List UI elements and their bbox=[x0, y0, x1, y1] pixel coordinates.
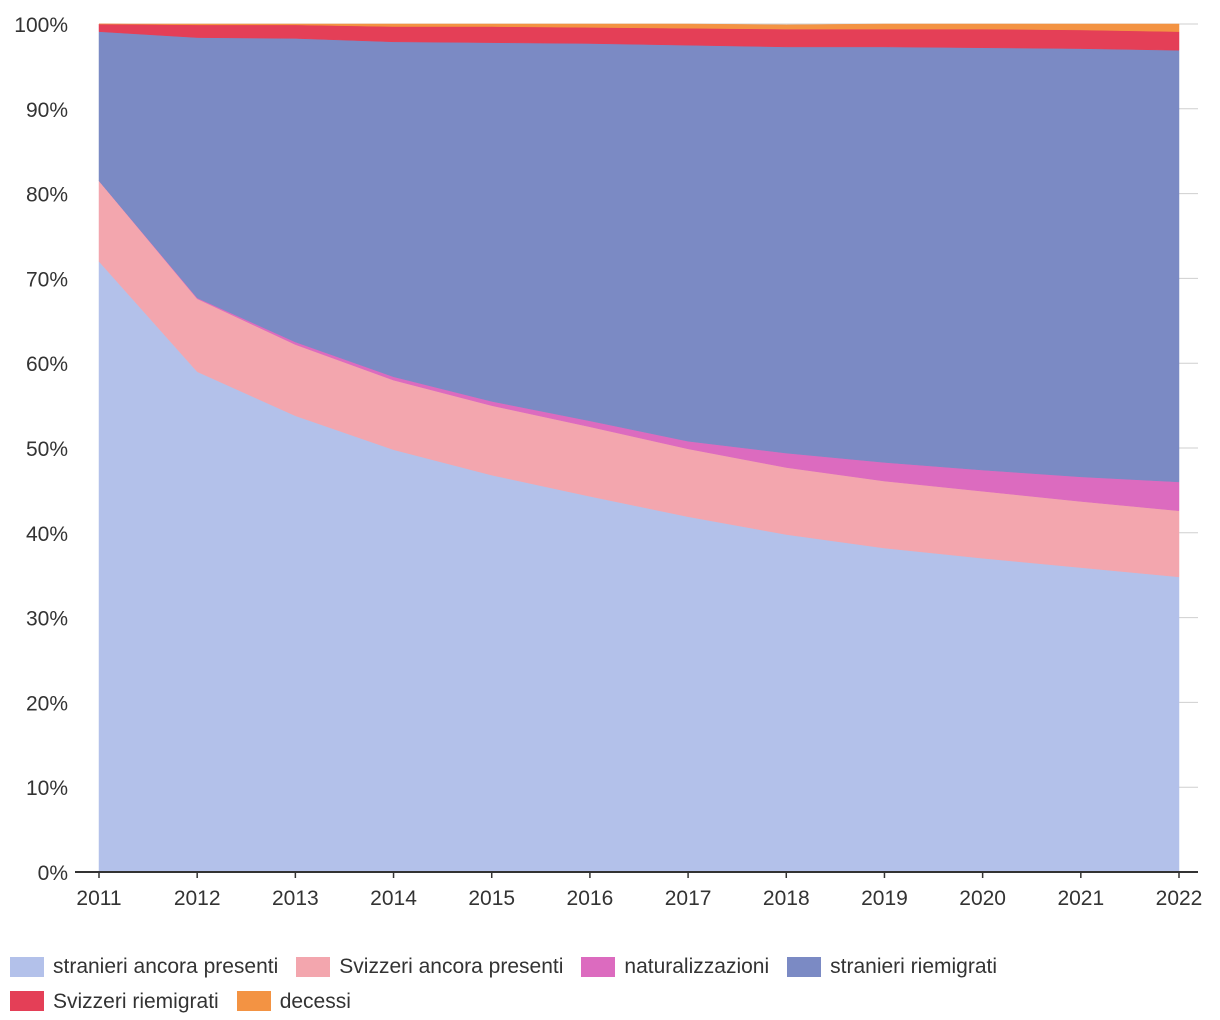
legend-swatch bbox=[236, 991, 271, 1011]
x-tick-label: 2015 bbox=[468, 887, 515, 910]
y-tick-label: 40% bbox=[26, 523, 68, 546]
x-tick-label: 2014 bbox=[370, 887, 417, 910]
x-tick-label: 2011 bbox=[76, 887, 121, 910]
x-tick-label: 2022 bbox=[1156, 887, 1203, 910]
legend-label: stranieri ancora presenti bbox=[53, 955, 279, 978]
legend-swatch bbox=[10, 991, 44, 1011]
legend-swatch bbox=[296, 956, 331, 977]
chart-legend: stranieri ancora presenti Svizzeri ancora… bbox=[10, 951, 1210, 1020]
legend-swatch bbox=[10, 956, 44, 977]
legend-item-0: stranieri ancora presenti bbox=[10, 951, 278, 982]
y-axis-labels: 0% 10% 20% 30% 40% 50% 60% 70% 80% 90% 100% bbox=[14, 14, 68, 885]
y-tick-label: 0% bbox=[38, 862, 68, 885]
x-tick-label: 2016 bbox=[567, 887, 614, 910]
x-tick-label: 2017 bbox=[665, 887, 712, 910]
y-tick-label: 100% bbox=[14, 14, 68, 37]
legend-swatch bbox=[581, 956, 616, 977]
legend-swatch bbox=[787, 956, 822, 977]
y-tick-label: 80% bbox=[26, 184, 68, 207]
x-tick-label: 2021 bbox=[1057, 887, 1104, 910]
legend-item-3: stranieri riemigrati bbox=[787, 951, 997, 982]
x-tick-label: 2012 bbox=[174, 887, 221, 910]
legend-label: decessi bbox=[279, 989, 351, 1013]
legend-item-1: Svizzeri ancora presenti bbox=[296, 951, 563, 982]
series-areas bbox=[98, 23, 1180, 873]
y-tick-label: 70% bbox=[26, 268, 68, 291]
x-tick-label: 2020 bbox=[959, 887, 1006, 910]
legend-item-4: Svizzeri riemigrati bbox=[10, 986, 219, 1017]
y-tick-label: 30% bbox=[26, 608, 68, 631]
legend-item-2: naturalizzazioni bbox=[581, 951, 769, 982]
stacked-area-chart: 0%10%20%30%40%50%60%70%80%90%100% 2011 20… bbox=[14, 14, 1202, 910]
y-tick-label: 10% bbox=[26, 777, 68, 800]
legend-label: Svizzeri ancora presenti bbox=[339, 955, 564, 978]
legend-label: Svizzeri riemigrati bbox=[53, 989, 219, 1013]
legend-label: naturalizzazioni bbox=[624, 955, 770, 978]
y-tick-label: 90% bbox=[26, 99, 68, 122]
x-axis-labels: 2011 2012 2013 2014 2015 2016 2017 2018 2019 2020… bbox=[76, 887, 1202, 910]
x-axis-ticks bbox=[98, 872, 1180, 878]
legend-label: stranieri riemigrati bbox=[830, 955, 998, 978]
x-tick-label: 2019 bbox=[861, 887, 908, 910]
y-tick-label: 20% bbox=[26, 692, 68, 715]
y-tick-label: 50% bbox=[26, 438, 68, 461]
legend-item-5: decessi bbox=[236, 986, 351, 1017]
x-tick-label: 2018 bbox=[763, 887, 810, 910]
x-tick-label: 2013 bbox=[272, 887, 319, 910]
area-series-5 bbox=[98, 23, 1180, 32]
y-tick-label: 60% bbox=[26, 353, 68, 376]
